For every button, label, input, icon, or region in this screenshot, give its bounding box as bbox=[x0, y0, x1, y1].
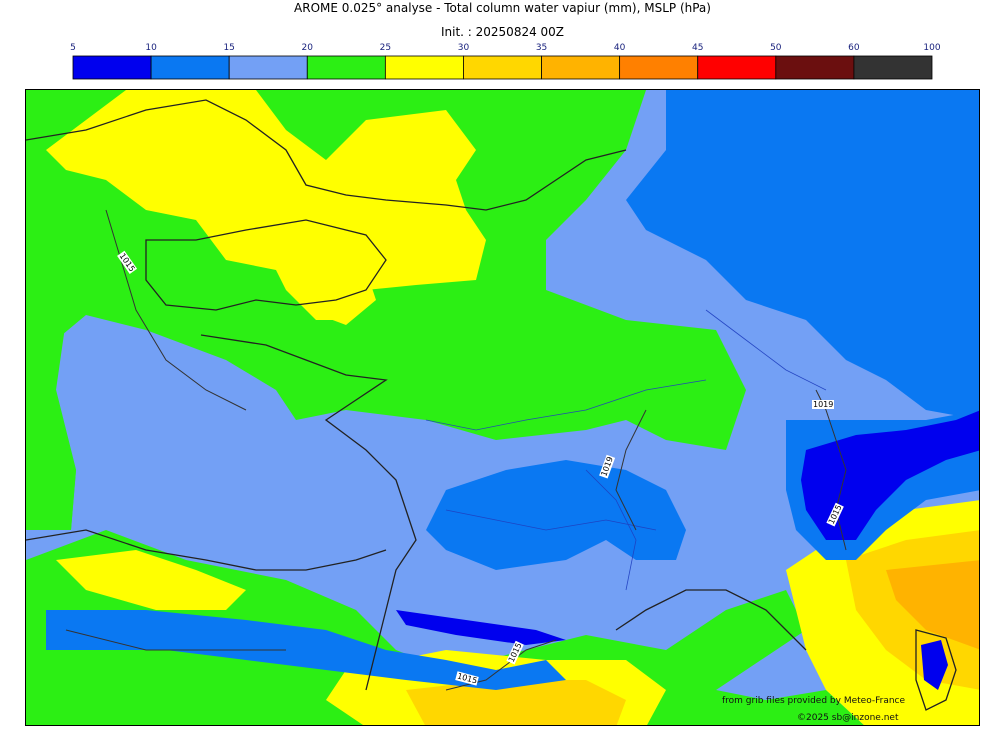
field-blue-northeast bbox=[626, 90, 979, 420]
colorbar-tick-label: 5 bbox=[70, 43, 76, 53]
field-green-south bbox=[26, 530, 864, 725]
field-blue-central bbox=[426, 460, 686, 570]
field-deep-blue-pyrenees bbox=[396, 610, 566, 645]
colorbar-tick-label: 40 bbox=[614, 43, 626, 53]
field-yellow-channel bbox=[286, 270, 376, 325]
colorbar-cell bbox=[619, 55, 699, 80]
colorbar-tick-label: 45 bbox=[692, 43, 703, 53]
copyright-credit: ©2025 sb@inzone.net bbox=[797, 713, 899, 723]
isobar-label: 1019 bbox=[812, 400, 835, 409]
coastlines bbox=[26, 99, 957, 711]
field-yellow-spain bbox=[56, 550, 246, 610]
colorbar-tick-label: 60 bbox=[848, 43, 860, 53]
field-orange-sw bbox=[406, 680, 626, 725]
colorbar-tick-label: 35 bbox=[536, 43, 547, 53]
colorbar-tick-label: 25 bbox=[380, 43, 391, 53]
field-amber-med bbox=[886, 560, 979, 650]
colorbar-tick-label: 10 bbox=[145, 43, 157, 53]
colorbar-cell bbox=[150, 55, 230, 80]
init-time-label: Init. : 20250824 00Z bbox=[440, 25, 565, 39]
colorbar-cell bbox=[697, 55, 777, 80]
field-yellow-north bbox=[46, 90, 486, 320]
map-panel: 1015 1019 1019 1015 1015 1015 bbox=[25, 89, 980, 726]
field-green-west bbox=[26, 320, 76, 530]
colorbar-legend: 5 10 15 20 25 30 35 40 45 50 60 100 bbox=[70, 43, 941, 80]
colorbar-tick-label: 100 bbox=[923, 43, 940, 53]
colorbar-tick-label: 20 bbox=[302, 43, 314, 53]
colorbar-cell bbox=[853, 55, 933, 80]
colorbar-cell bbox=[228, 55, 308, 80]
colorbar-tick-label: 30 bbox=[458, 43, 470, 53]
colorbar-cell bbox=[775, 55, 855, 80]
chart-title: AROME 0.025° analyse - Total column wate… bbox=[294, 1, 711, 15]
colorbar-tick-label: 15 bbox=[223, 43, 234, 53]
colorbar-cell bbox=[72, 55, 152, 80]
water-vapour-field bbox=[26, 90, 979, 725]
field-blue-pyrenees bbox=[46, 610, 566, 690]
colorbar-cell bbox=[541, 55, 621, 80]
field-deep-blue-alps bbox=[801, 410, 979, 540]
colorbar-tick-label: 50 bbox=[770, 43, 782, 53]
colorbar-cell bbox=[384, 55, 464, 80]
data-source-credit: from grib files provided by Meteo-France bbox=[722, 696, 906, 706]
rivers bbox=[425, 309, 827, 591]
field-deep-blue-corsica bbox=[921, 640, 948, 690]
colorbar-cell bbox=[306, 55, 386, 80]
colorbar-cell bbox=[463, 55, 542, 80]
